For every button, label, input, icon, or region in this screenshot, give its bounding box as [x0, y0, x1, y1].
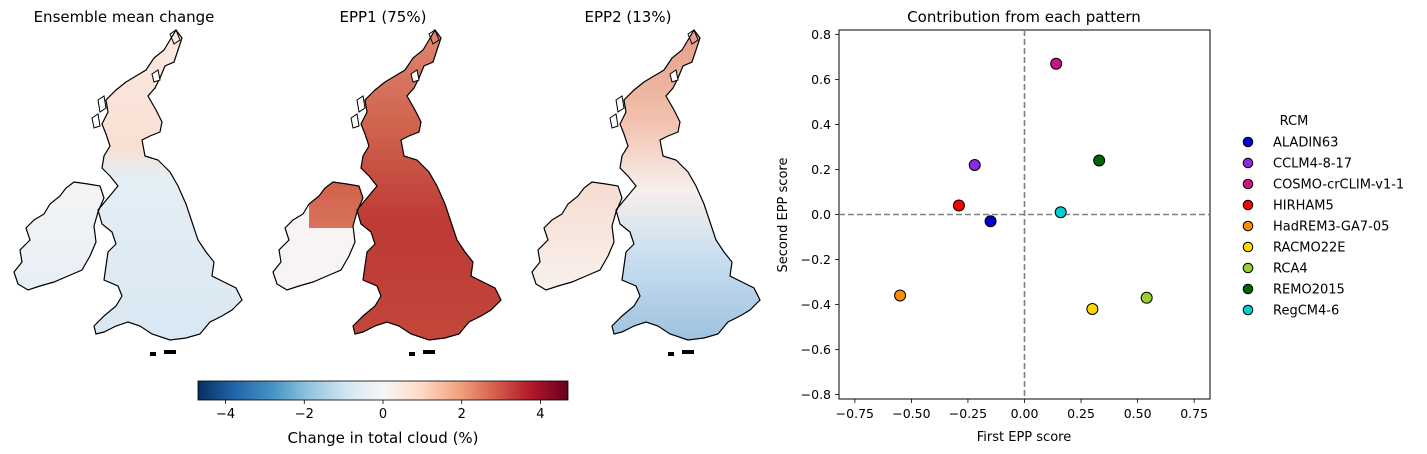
x-tick-label: 0.50 [1124, 406, 1152, 421]
scatter-panel: Contribution from each pattern −0.75 −0.5… [776, 8, 1211, 445]
legend-label: HIRHAM5 [1273, 199, 1334, 214]
chart-title: Contribution from each pattern [907, 8, 1141, 26]
map-title: Ensemble mean change [34, 8, 215, 26]
colorbar-ticks: −4 −2 0 2 4 [216, 400, 545, 422]
legend-label: CCLM4-8-17 [1273, 157, 1352, 172]
legend-items: ALADIN63 CCLM4-8-17 COSMO-crCLIM-v1-1 HIRHA… [1242, 136, 1404, 319]
x-tick-label: 0.75 [1180, 406, 1208, 421]
legend-marker [1242, 262, 1254, 274]
legend-label: RegCM4-6 [1273, 304, 1339, 319]
scatter-point [1140, 291, 1153, 304]
y-tick-label: 0.4 [811, 117, 831, 132]
y-axis-label: Second EPP score [776, 158, 791, 273]
map-ensemble-mean: Ensemble mean change [13, 8, 243, 356]
x-tick-label: 0.25 [1067, 406, 1095, 421]
legend: RCM ALADIN63 CCLM4-8-17 COSMO-crCLIM-v1-1 H… [1242, 114, 1404, 319]
legend-marker [1242, 220, 1254, 232]
legend-label: REMO2015 [1273, 283, 1345, 298]
colorbar-bar [197, 380, 569, 401]
y-tick-label: 0.6 [811, 72, 831, 87]
colorbar-tick-label: 0 [379, 407, 387, 422]
y-tick-label: −0.6 [801, 342, 831, 357]
map-epp1: EPP1 (75%) [272, 8, 502, 356]
colorbar-tick-label: −4 [216, 407, 235, 422]
legend-marker [1242, 157, 1254, 169]
y-tick-label: 0.8 [811, 27, 831, 42]
legend-marker [1242, 178, 1254, 190]
map-epp2: EPP2 (13%) [531, 8, 761, 356]
legend-label: RACMO22E [1273, 241, 1345, 256]
colorbar-label: Change in total cloud (%) [287, 429, 478, 447]
map-title: EPP1 (75%) [340, 8, 427, 26]
legend-marker [1242, 241, 1254, 253]
scatter-point [1086, 303, 1099, 315]
y-axis-ticks: −0.8 −0.6 −0.4 −0.2 0.0 0.2 0.4 0.6 0.8 [801, 27, 839, 402]
legend-label: ALADIN63 [1273, 136, 1338, 151]
x-axis-ticks: −0.75 −0.50 −0.25 0.00 0.25 0.50 0.75 [836, 399, 1208, 421]
x-axis-label: First EPP score [977, 430, 1071, 445]
legend-marker [1242, 283, 1254, 295]
legend-label: RCA4 [1273, 262, 1308, 277]
y-tick-label: −0.2 [801, 252, 831, 267]
y-tick-label: −0.4 [801, 297, 831, 312]
reference-lines [839, 30, 1210, 399]
map-title: EPP2 (13%) [585, 8, 672, 26]
colorbar: −4 −2 0 2 4 Change in total cloud (%) [197, 380, 569, 447]
data-points [894, 57, 1153, 315]
scatter-point [1093, 154, 1106, 167]
colorbar-tick-label: −2 [295, 407, 314, 422]
scatter-point [1054, 206, 1067, 219]
colorbar-tick-label: 2 [458, 407, 466, 422]
scatter-point [1050, 57, 1063, 70]
x-tick-label: −0.25 [949, 406, 987, 421]
y-tick-label: 0.2 [811, 162, 831, 177]
scatter-point [894, 289, 907, 302]
x-tick-label: −0.50 [892, 406, 930, 421]
legend-marker [1242, 304, 1254, 316]
legend-marker [1242, 136, 1254, 148]
scatter-point [952, 199, 965, 212]
y-tick-label: 0.0 [811, 207, 831, 222]
legend-label: COSMO-crCLIM-v1-1 [1273, 178, 1404, 193]
colorbar-tick-label: 4 [536, 407, 544, 422]
scatter-point [968, 159, 981, 171]
x-tick-label: −0.75 [836, 406, 874, 421]
legend-marker [1242, 199, 1254, 211]
scatter-point [984, 215, 997, 228]
x-tick-label: 0.00 [1011, 406, 1039, 421]
legend-title: RCM [1280, 114, 1309, 129]
y-tick-label: −0.8 [801, 387, 831, 402]
legend-label: HadREM3-GA7-05 [1273, 220, 1389, 235]
